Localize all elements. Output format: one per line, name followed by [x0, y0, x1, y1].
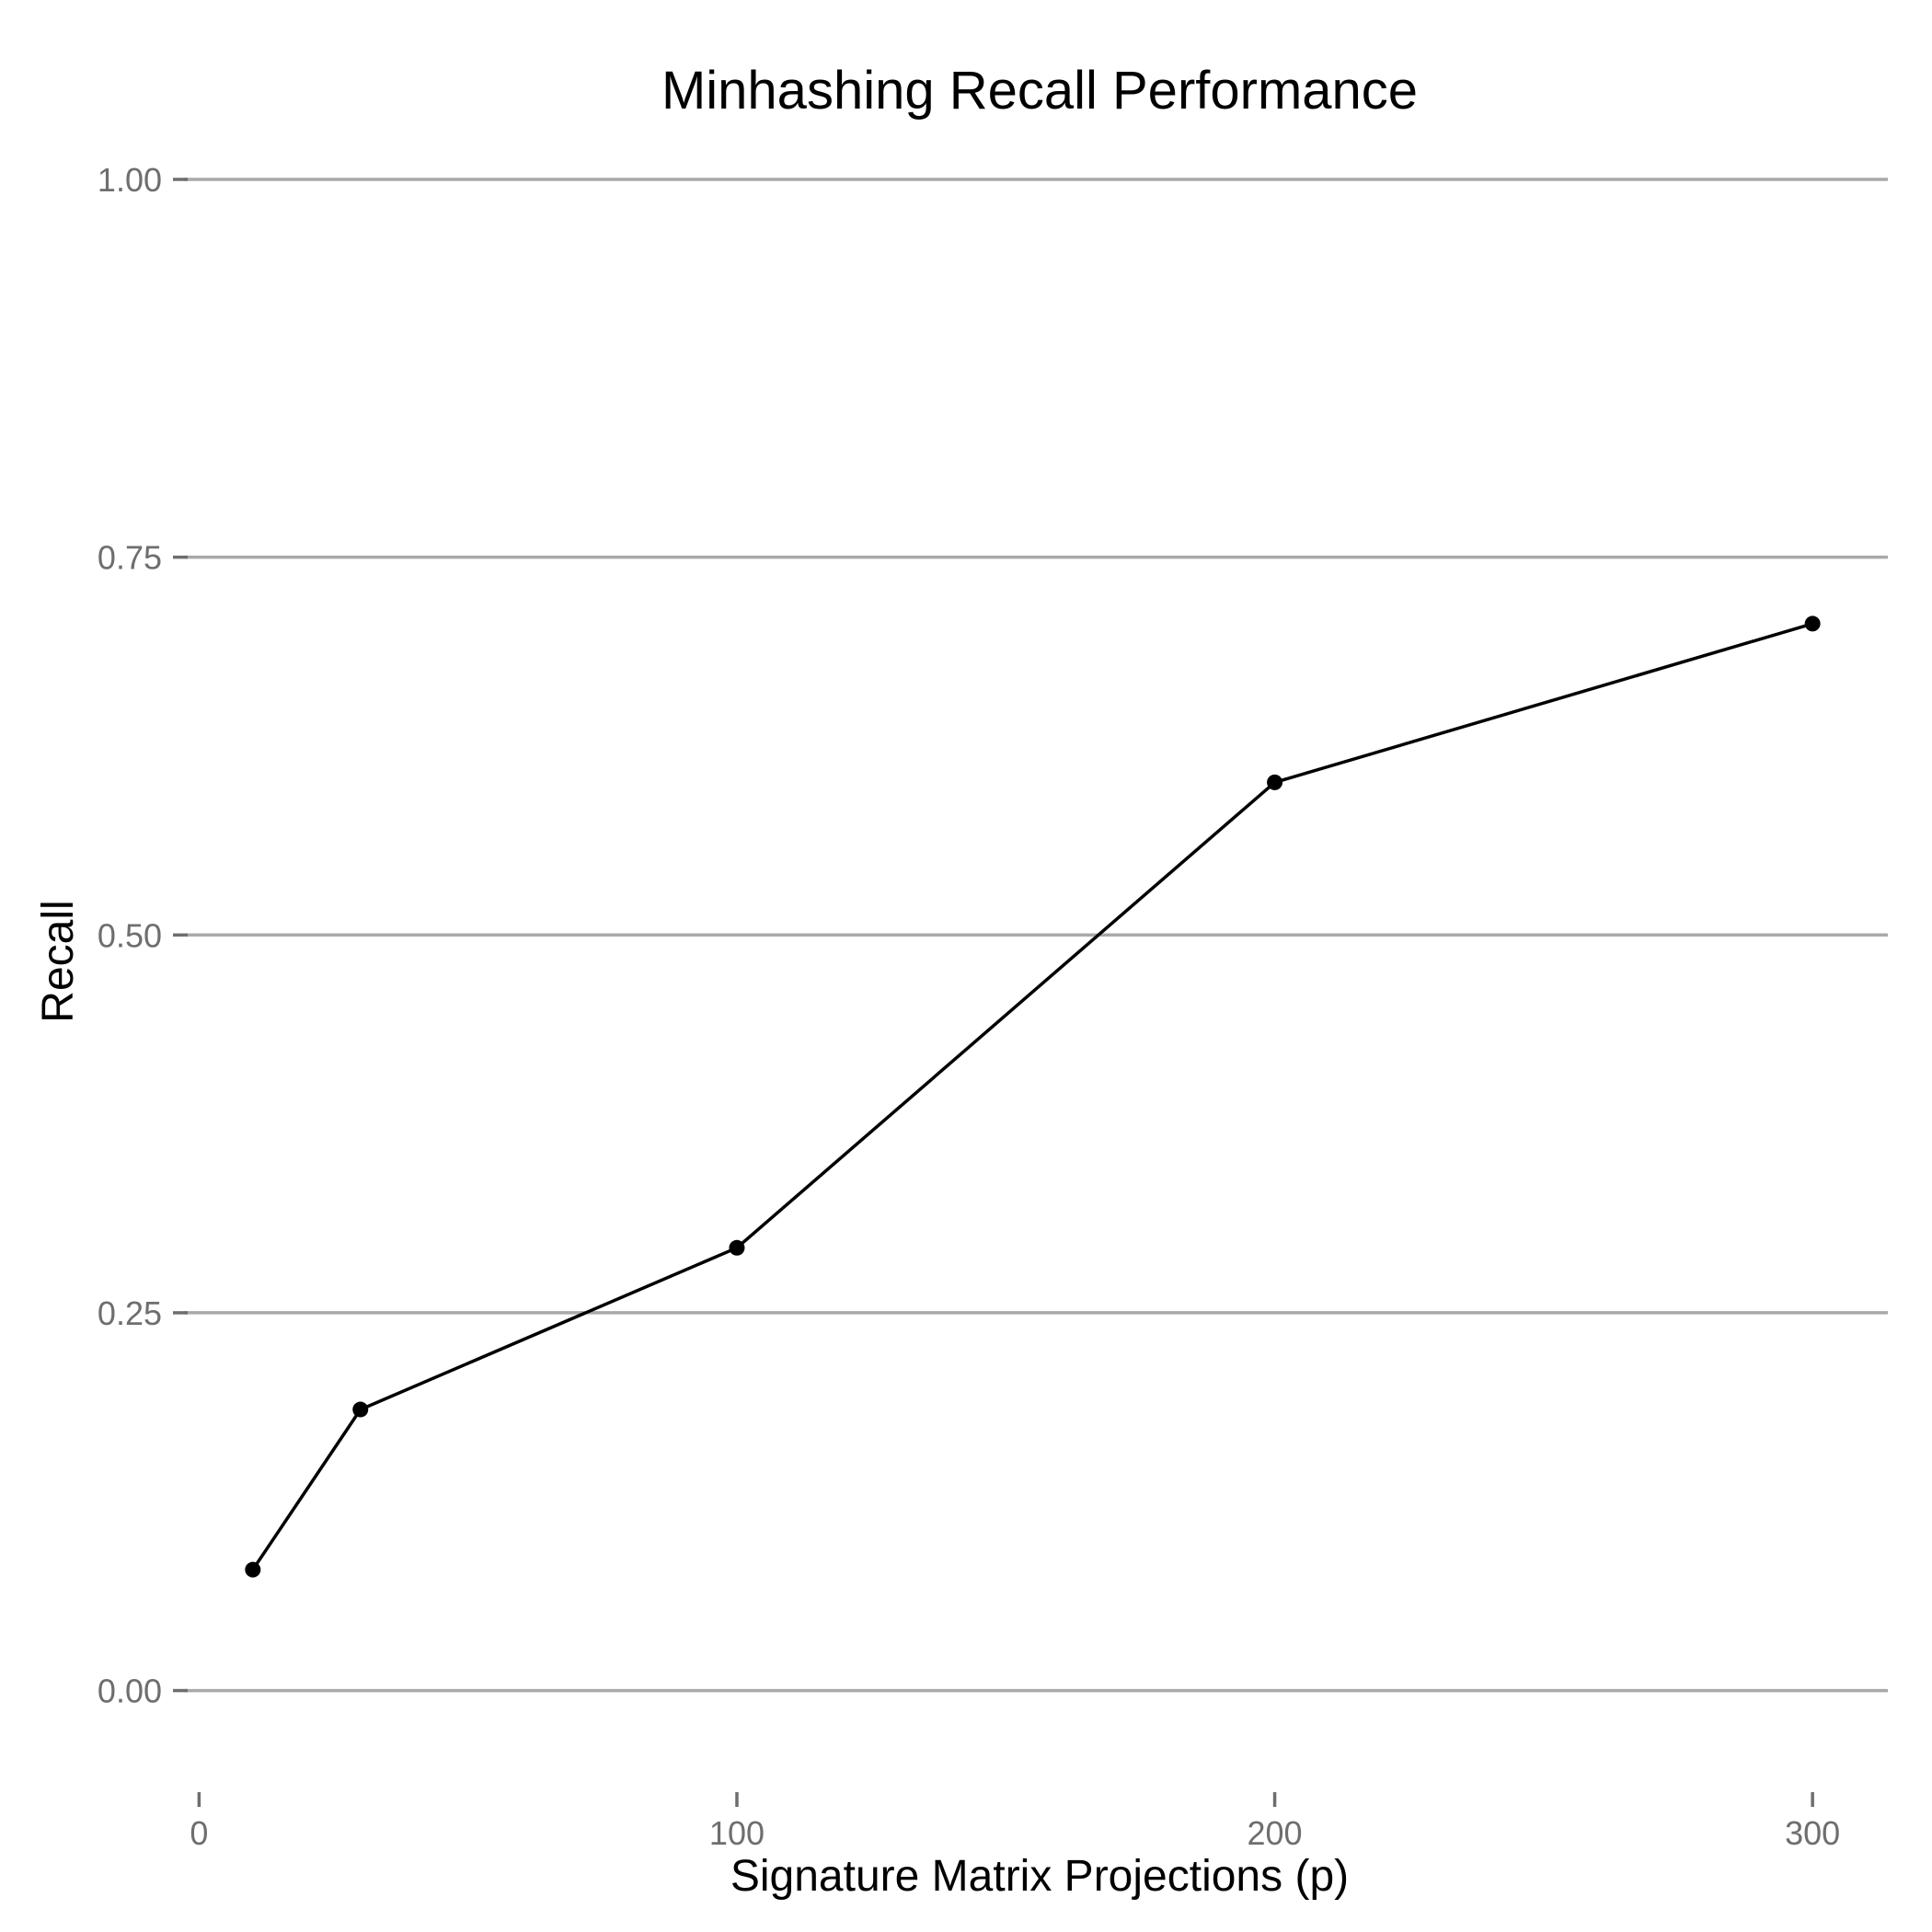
data-point — [352, 1401, 369, 1418]
data-point — [1267, 774, 1283, 790]
x-tick-label: 200 — [1248, 1814, 1303, 1852]
chart-title: Minhashing Recall Performance — [661, 61, 1418, 121]
y-axis: 0.00 0.25 0.50 0.75 1.00 — [98, 161, 188, 1710]
y-tick-label: 1.00 — [98, 161, 162, 199]
data-point — [1804, 615, 1821, 632]
data-series — [245, 615, 1821, 1578]
x-tick-label: 300 — [1785, 1814, 1840, 1852]
y-axis-label: Recall — [34, 900, 83, 1022]
series-line — [251, 622, 1813, 1571]
x-tick-label: 100 — [709, 1814, 765, 1852]
y-tick-label: 0.50 — [98, 916, 162, 954]
data-point — [245, 1561, 261, 1578]
data-point — [729, 1239, 745, 1256]
y-tick-label: 0.00 — [98, 1673, 162, 1710]
gridlines — [184, 178, 1888, 1693]
x-axis: 0 100 200 300 — [190, 1792, 1840, 1852]
y-tick-label: 0.25 — [98, 1294, 162, 1332]
y-tick-label: 0.75 — [98, 539, 162, 577]
x-axis-label: Signature Matrix Projections (p) — [730, 1852, 1349, 1901]
x-tick-label: 0 — [190, 1814, 208, 1852]
